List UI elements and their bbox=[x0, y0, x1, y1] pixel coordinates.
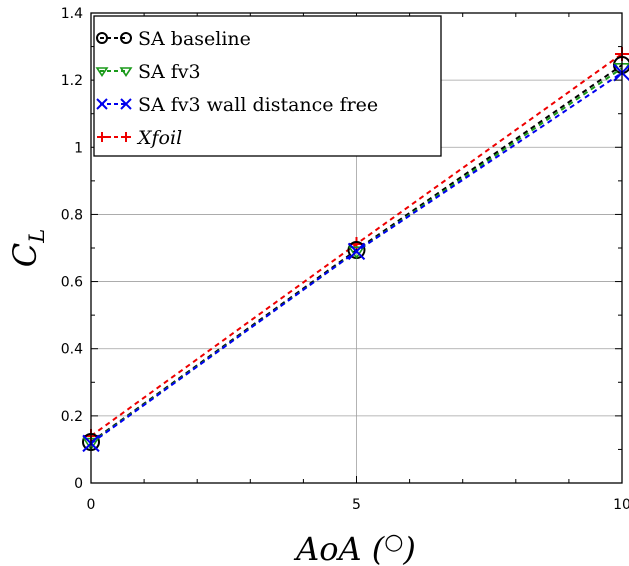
legend-entry: SA baseline bbox=[96, 28, 251, 50]
y-tick-label: 0.8 bbox=[61, 207, 83, 223]
legend-marker bbox=[120, 32, 132, 44]
legend-marker bbox=[96, 32, 108, 44]
y-tick-label: 1.4 bbox=[61, 6, 83, 22]
y-tick-label: 0.2 bbox=[61, 409, 83, 425]
legend-marker bbox=[96, 98, 108, 110]
legend-label: SA baseline bbox=[138, 28, 251, 50]
x-axis-title: AoA (○) bbox=[293, 530, 416, 566]
legend-label: SA fv3 wall distance free bbox=[138, 94, 378, 116]
tick-labels: 0 0.2 0.4 0.6 0.8 1 1.2 1.4 0 5 10 bbox=[61, 6, 629, 513]
y-axis-title: CL bbox=[6, 229, 49, 267]
x-tick-label: 10 bbox=[613, 497, 629, 513]
legend-marker bbox=[119, 67, 133, 77]
legend-entries: SA baseline SA fv3 SA fv3 wall distance fr… bbox=[95, 28, 378, 149]
x-tick-label: 0 bbox=[87, 497, 96, 513]
y-tick-label: 0.4 bbox=[61, 342, 83, 358]
y-tick-label: 1.2 bbox=[61, 73, 83, 89]
legend-marker bbox=[97, 132, 107, 142]
data-point bbox=[347, 242, 366, 261]
legend-entry: SA fv3 wall distance free bbox=[96, 94, 378, 116]
y-tick-label: 0 bbox=[74, 476, 83, 492]
legend-marker bbox=[120, 98, 132, 110]
legend: SA baseline SA fv3 SA fv3 wall distance fr… bbox=[93, 15, 442, 157]
x-tick-label: 5 bbox=[352, 497, 361, 513]
legend-entry: Xfoil bbox=[97, 127, 182, 149]
legend-label: Xfoil bbox=[136, 127, 182, 149]
legend-marker bbox=[95, 67, 109, 77]
series-layer bbox=[82, 46, 629, 453]
y-tick-label: 1 bbox=[74, 140, 83, 156]
data-point bbox=[348, 246, 365, 260]
y-tick-label: 0.6 bbox=[61, 275, 83, 291]
legend-marker bbox=[121, 132, 131, 142]
legend-entry: SA fv3 bbox=[95, 61, 201, 83]
legend-label: SA fv3 bbox=[138, 61, 201, 83]
legend-box bbox=[93, 15, 442, 157]
